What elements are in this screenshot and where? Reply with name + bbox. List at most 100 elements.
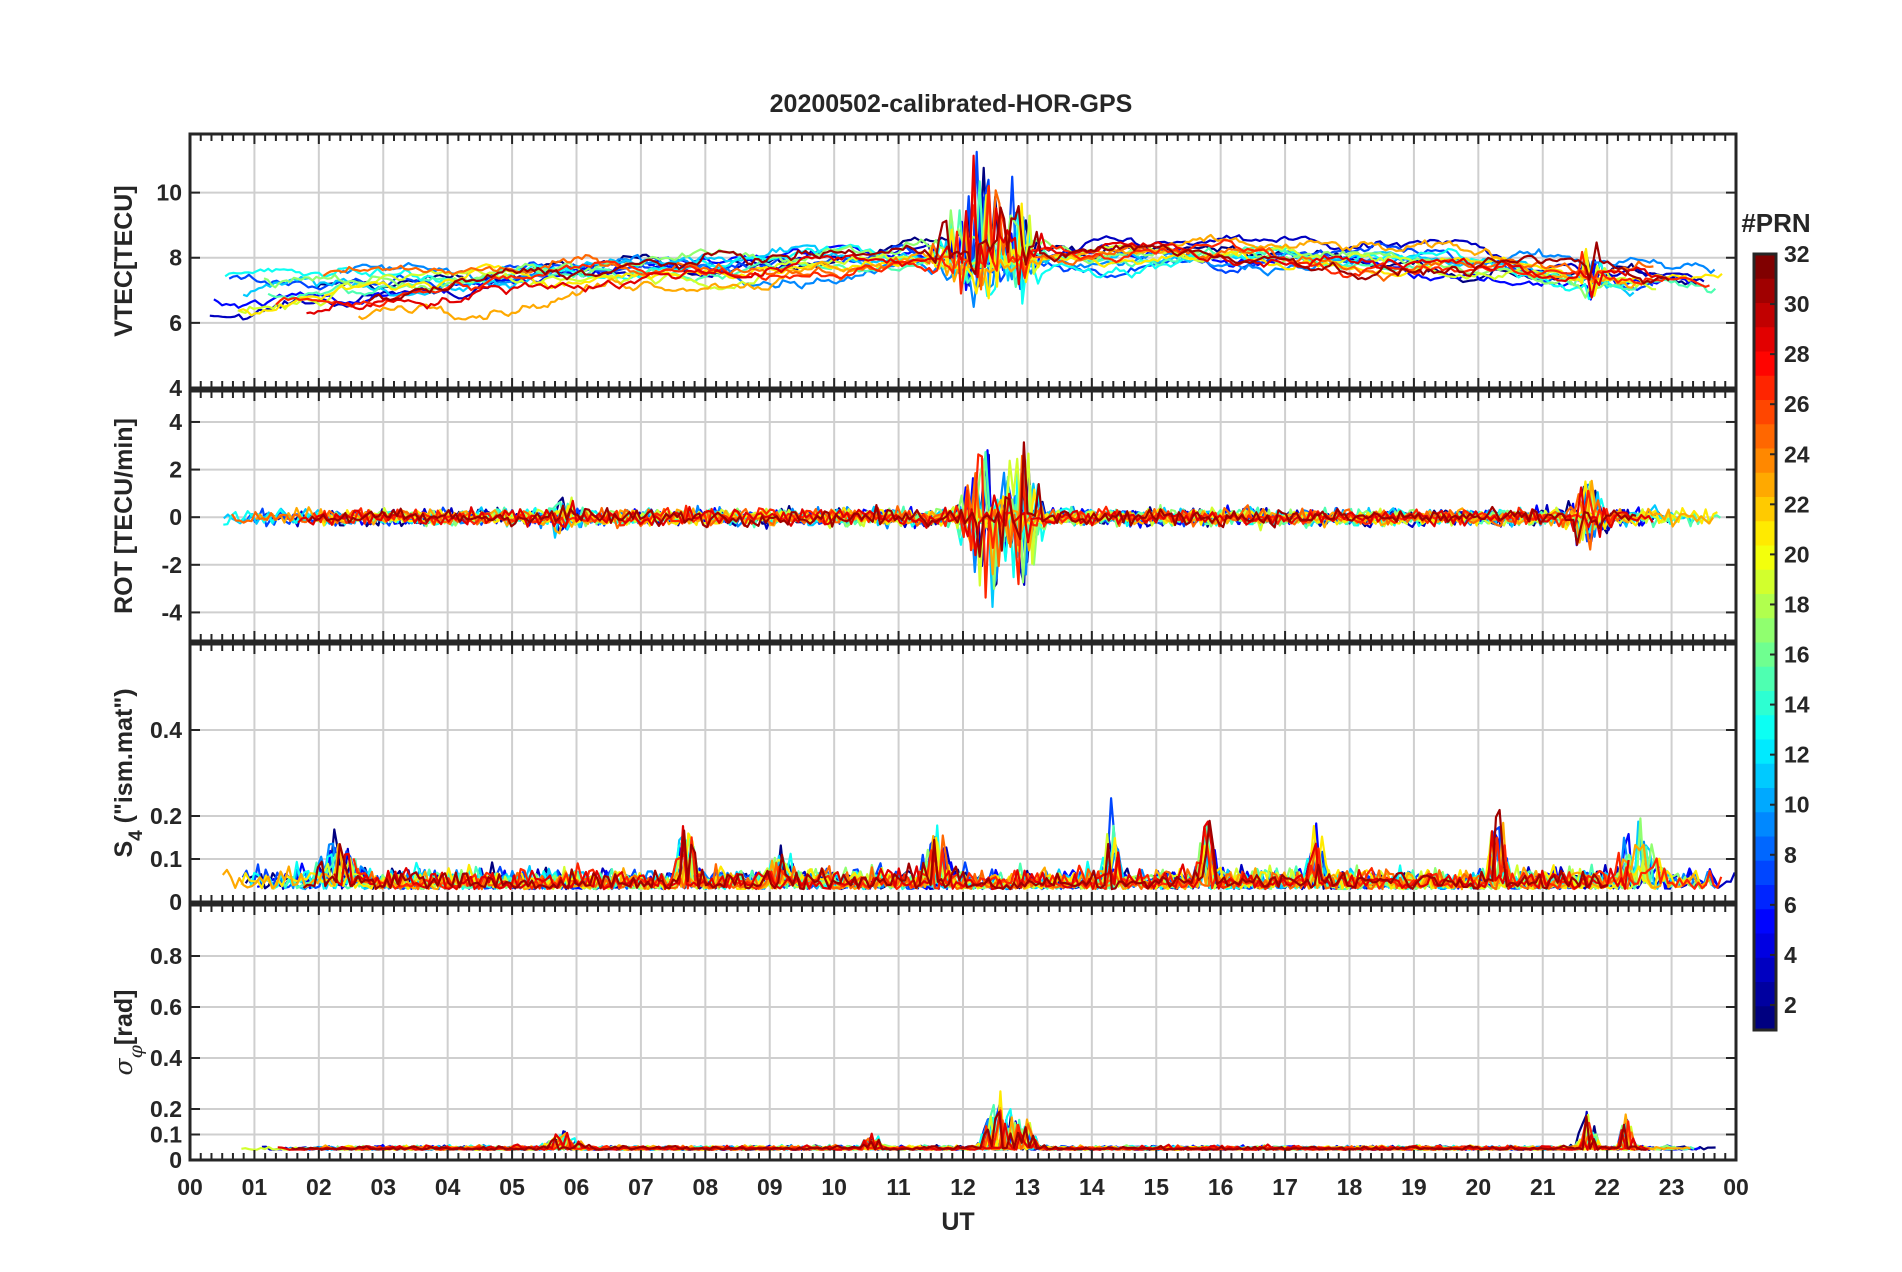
grid-sigma_phi — [189, 905, 1737, 1161]
x-tick-label: 22 — [1594, 1174, 1620, 1200]
figure-title: 20200502-calibrated-HOR-GPS — [770, 90, 1133, 118]
series-prn-29 — [297, 486, 1654, 557]
colorbar-swatch — [1754, 351, 1776, 376]
y-tick-label: 0.1 — [150, 846, 182, 872]
colorbar-swatch — [1754, 811, 1776, 837]
colorbar-swatch — [1754, 763, 1776, 788]
x-tick-label: 20 — [1466, 1174, 1492, 1200]
colorbar-swatch — [1754, 933, 1776, 958]
colorbar-swatch — [1754, 666, 1776, 691]
series-prn-27 — [358, 1109, 1636, 1151]
colorbar-swatch — [1754, 569, 1776, 594]
colorbar-title: #PRN — [1741, 208, 1810, 238]
y-tick-label: 0 — [169, 504, 182, 530]
series-prn-21 — [238, 202, 1723, 317]
x-tick-label: 06 — [564, 1174, 590, 1200]
series-prn-29 — [306, 154, 1664, 315]
y-tick-label: 0.4 — [150, 717, 182, 743]
colorbar-tick-label: 16 — [1784, 642, 1810, 668]
y-tick-label: 4 — [169, 409, 182, 435]
colorbar-swatch — [1754, 787, 1776, 813]
series-prn-29 — [333, 820, 1630, 891]
colorbar-swatch — [1754, 399, 1776, 425]
series-group-sigma_phi — [241, 1090, 1716, 1151]
colorbar-tick-label: 32 — [1784, 241, 1810, 267]
colorbar-swatch — [1754, 326, 1776, 352]
y-tick-label: 8 — [169, 245, 182, 271]
colorbar-swatch — [1754, 642, 1776, 667]
series-prn-27 — [275, 184, 1710, 308]
colorbar-tick-label: 10 — [1784, 792, 1810, 818]
colorbar-tick-label: 2 — [1784, 992, 1797, 1018]
colorbar-swatch — [1754, 739, 1776, 764]
colorbar-swatch — [1754, 957, 1776, 982]
y-tick-label: 4 — [169, 375, 182, 401]
panel-s4: 0 0.1 0.2 0.4S4 ("ism.mat") — [110, 642, 1738, 915]
series-prn-7 — [243, 458, 1627, 556]
x-tick-label: 09 — [757, 1174, 783, 1200]
colorbar-tick-label: 8 — [1784, 842, 1797, 868]
y-tick-label: 2 — [169, 457, 182, 483]
y-tick-label: 0 — [169, 1147, 182, 1173]
colorbar-swatch — [1754, 545, 1776, 570]
series-group-vtec — [209, 150, 1723, 321]
y-tick-label: 0 — [169, 889, 182, 915]
x-tick-label: 23 — [1659, 1174, 1685, 1200]
series-prn-3 — [209, 192, 1705, 321]
series-prn-27 — [312, 453, 1629, 599]
colorbar-swatch — [1754, 690, 1776, 716]
x-tick-label: 05 — [499, 1174, 525, 1200]
panel-vtec: 4 6 8 10 VTEC[TECU] — [110, 132, 1738, 401]
colorbar-swatch — [1754, 375, 1776, 400]
y-axis-label-rot: ROT [TECU/min] — [110, 418, 138, 614]
panel-rot: -4 -2 0 2 4 ROT [TECU/min] — [110, 389, 1738, 643]
x-tick-label: 21 — [1530, 1174, 1556, 1200]
x-tick-label: 08 — [693, 1174, 719, 1200]
series-prn-31 — [291, 1110, 1647, 1151]
colorbar-swatch — [1754, 836, 1776, 861]
colorbar-swatch — [1754, 448, 1776, 473]
series-group-rot — [223, 441, 1722, 609]
colorbar-swatch — [1754, 423, 1776, 449]
colorbar-tick-label: 6 — [1784, 892, 1797, 918]
x-tick-label: 10 — [821, 1174, 847, 1200]
colorbar-swatch — [1754, 472, 1776, 497]
x-tick-label: 12 — [950, 1174, 976, 1200]
x-tick-label: 16 — [1208, 1174, 1234, 1200]
colorbar-tick-label: 22 — [1784, 491, 1810, 517]
y-tick-label: 0.2 — [150, 803, 182, 829]
x-axis-label: UT — [941, 1208, 974, 1236]
series-prn-9 — [286, 1113, 1622, 1151]
y-tick-label: 6 — [169, 310, 182, 336]
y-tick-label: 0.4 — [150, 1045, 182, 1071]
x-tick-label: 11 — [886, 1174, 911, 1200]
ticks-s4 — [189, 644, 1737, 903]
series-prn-31 — [302, 808, 1609, 891]
x-tick-label: 17 — [1272, 1174, 1298, 1200]
series-prn-23 — [357, 221, 1643, 321]
x-tick-label: 04 — [435, 1174, 461, 1200]
colorbar-tick-label: 14 — [1784, 692, 1810, 718]
x-tick-label: 19 — [1401, 1174, 1427, 1200]
y-tick-label: 0.6 — [150, 994, 182, 1020]
y-tick-label: 0.8 — [150, 943, 182, 969]
series-prn-19 — [241, 1113, 1647, 1151]
x-tick-label: 14 — [1079, 1174, 1105, 1200]
y-axis-label-s4: S4 ("ism.mat") — [110, 688, 147, 857]
colorbar-swatch — [1754, 254, 1776, 279]
colorbar-swatch — [1754, 302, 1776, 328]
colorbar-swatch — [1754, 278, 1776, 303]
colorbar-tick-label: 30 — [1784, 291, 1810, 317]
colorbar-swatch — [1754, 1005, 1776, 1031]
colorbar-tick-label: 18 — [1784, 591, 1810, 617]
series-prn-31 — [367, 205, 1670, 303]
colorbar-tick-label: 20 — [1784, 541, 1810, 567]
colorbar-tick-label: 4 — [1784, 942, 1797, 968]
colorbar-swatch — [1754, 908, 1776, 934]
colorbar-swatch — [1754, 981, 1776, 1007]
colorbar-swatch — [1754, 496, 1776, 522]
x-tick-label: 02 — [306, 1174, 332, 1200]
panel-sigma_phi: 00.10.2 0.4 0.6 0.8σφ[rad] — [109, 903, 1738, 1173]
